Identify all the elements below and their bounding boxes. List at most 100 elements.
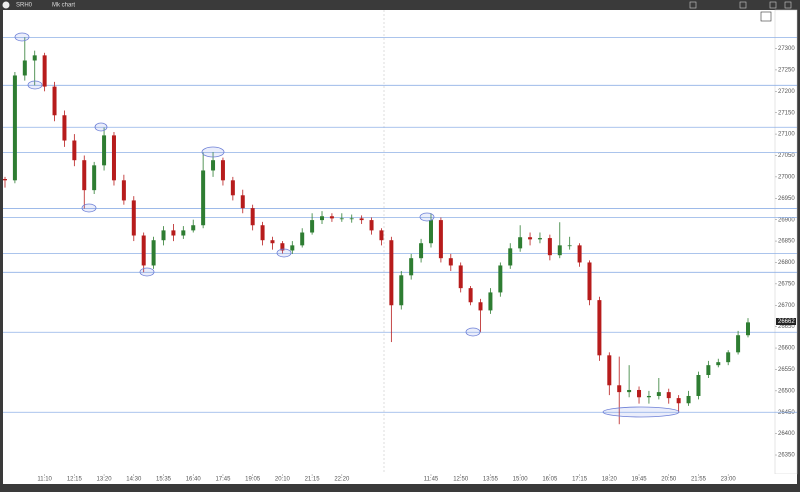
candle-body	[72, 140, 77, 161]
candle-body	[577, 245, 582, 263]
candle-body	[230, 180, 235, 196]
candle-body	[468, 288, 473, 303]
candle-body	[250, 208, 255, 226]
candle-body	[42, 55, 47, 87]
y-tick-label: 27150	[778, 110, 795, 116]
candle-body	[438, 220, 443, 259]
y-tick-label: 27050	[778, 153, 795, 159]
highlight	[139, 267, 155, 277]
x-tick-label: 11:45	[424, 477, 439, 483]
y-tick-label: 26750	[778, 281, 795, 287]
candle-body	[280, 243, 285, 251]
candle-body	[121, 180, 126, 201]
candle-body	[736, 335, 741, 353]
chart-name[interactable]: Mk chart	[52, 3, 75, 9]
candle-body	[537, 238, 542, 240]
candle-body	[409, 258, 414, 276]
candle-body	[637, 389, 642, 398]
candle-body	[141, 235, 146, 266]
candle-body	[547, 238, 552, 256]
highlight	[419, 212, 435, 222]
x-tick-label: 16:05	[542, 477, 558, 483]
y-tick-label: 26700	[778, 303, 795, 309]
x-tick-label: 15:00	[513, 477, 529, 483]
symbol[interactable]: SRH0	[16, 3, 33, 9]
y-tick-label: 26500	[778, 388, 795, 394]
x-tick-label: 21:15	[305, 477, 321, 483]
x-tick-label: 12:50	[453, 477, 469, 483]
x-tick-label: 14:30	[126, 477, 142, 483]
y-tick-label: 26850	[778, 239, 795, 245]
candle-body	[260, 225, 265, 241]
candle-body	[448, 258, 453, 266]
highlight	[27, 80, 43, 90]
toolbar: SRH0 Mk chart	[2, 1, 792, 9]
candle-body	[419, 243, 424, 259]
candle-body	[111, 135, 116, 181]
candle-body	[349, 218, 354, 220]
candle-body	[696, 375, 701, 396]
candle-body	[310, 220, 315, 233]
candle-body	[399, 275, 404, 306]
candle-body	[528, 237, 533, 240]
annotations	[14, 32, 680, 418]
candle-body	[706, 365, 711, 376]
highlight	[94, 122, 108, 132]
candle-body	[151, 240, 156, 266]
candle-body	[102, 135, 107, 166]
candle-body	[508, 248, 513, 266]
candle-body	[92, 165, 97, 191]
candle-body	[567, 245, 572, 247]
highlight	[602, 406, 680, 418]
plot-area	[3, 10, 775, 474]
y-tick-label: 26950	[778, 196, 795, 202]
candle-body	[52, 86, 57, 116]
y-tick-label: 26650	[778, 324, 795, 330]
candle-body	[131, 200, 136, 236]
x-tick-label: 15:35	[156, 477, 172, 483]
y-tick-label: 26400	[778, 431, 795, 437]
toolbar-button[interactable]	[689, 1, 697, 9]
candle-body	[607, 355, 612, 386]
toolbar-button[interactable]	[769, 1, 777, 9]
candle-body	[3, 179, 7, 181]
y-tick-label: 26450	[778, 410, 795, 416]
candle-body	[587, 262, 592, 301]
y-tick-label: 26550	[778, 367, 795, 373]
y-tick-label: 27000	[778, 174, 795, 180]
candle-body	[518, 237, 523, 249]
x-tick-label: 16:40	[186, 477, 202, 483]
x-tick-label: 19:05	[245, 477, 261, 483]
candle-body	[220, 160, 225, 181]
candle-body	[686, 395, 691, 404]
highlight	[14, 32, 30, 42]
candle-body	[666, 392, 671, 399]
candle-body	[557, 245, 562, 256]
candle-body	[656, 392, 661, 396]
x-tick-label: 13:55	[483, 477, 499, 483]
x-tick-label: 18:20	[602, 477, 618, 483]
y-tick-label: 26350	[778, 453, 795, 459]
candle-body	[478, 302, 483, 311]
y-tick-label: 26900	[778, 217, 795, 223]
candle-body	[240, 195, 245, 209]
candle-body	[201, 170, 206, 226]
x-tick-label: 22:20	[334, 477, 350, 483]
x-tick-label: 21:55	[691, 477, 707, 483]
x-tick-label: 20:50	[661, 477, 677, 483]
candle-body	[22, 60, 27, 76]
candle-body	[716, 362, 721, 366]
highlight	[465, 327, 481, 337]
candle-body	[171, 230, 176, 236]
last-price-tag	[776, 318, 796, 326]
y-tick-label: 27300	[778, 46, 795, 52]
candle-body	[161, 230, 166, 241]
scroll-button[interactable]	[760, 11, 772, 22]
candle-body	[32, 55, 37, 61]
toolbar-button[interactable]	[784, 1, 792, 9]
toolbar-button[interactable]	[739, 1, 747, 9]
candle-body	[627, 389, 632, 393]
time-axis	[3, 474, 797, 484]
